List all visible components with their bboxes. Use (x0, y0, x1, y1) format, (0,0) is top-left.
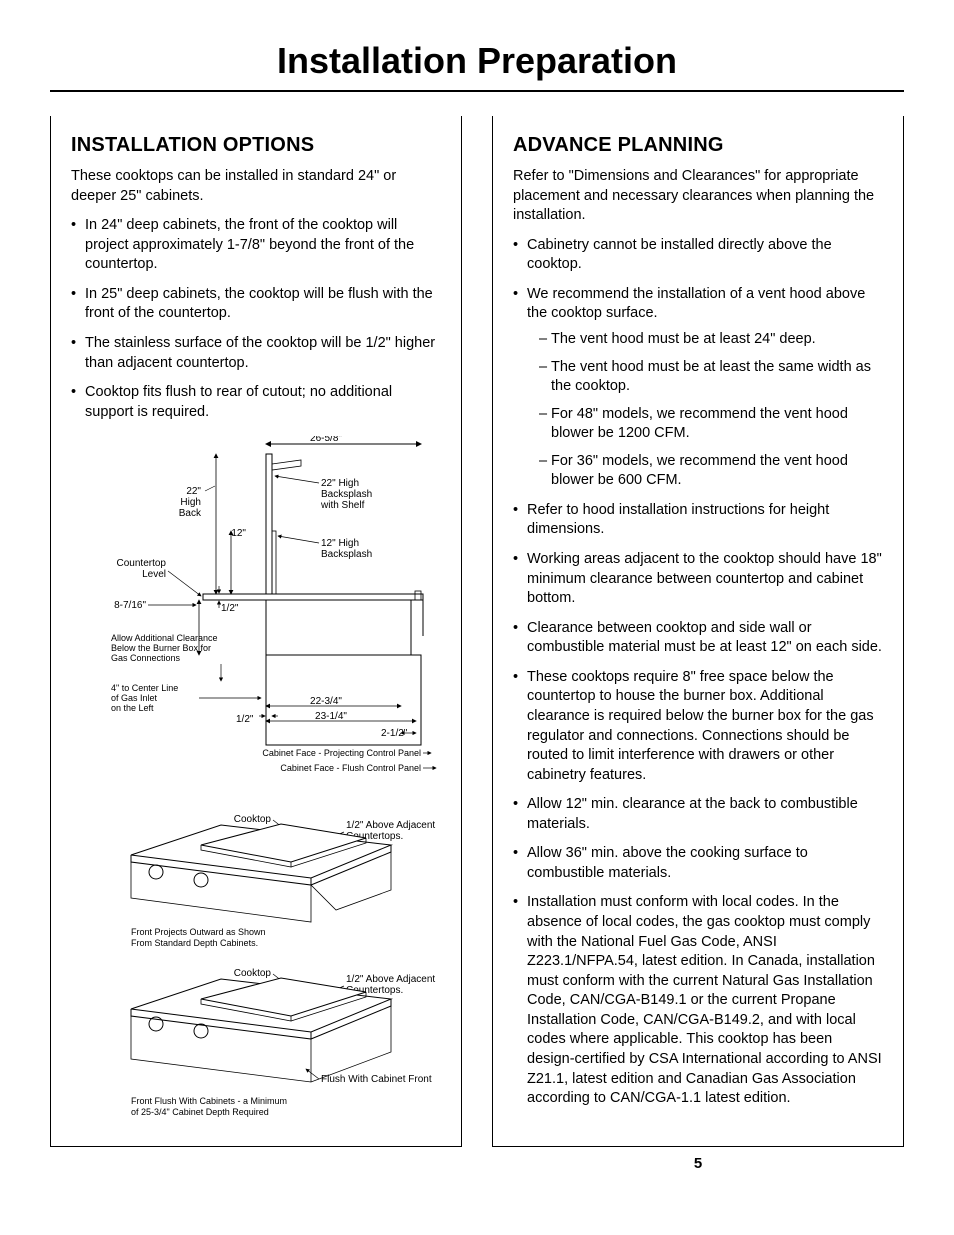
bullet-item: In 24" deep cabinets, the front of the c… (71, 216, 441, 275)
above-adj-3: 1/2" Above Adjacent (346, 974, 435, 985)
flush-caption-1: Front Flush With Cabinets - a Minimum (131, 1096, 287, 1106)
diagram-side-elevation: 26-5/8" 22" High Backsplash with Shelf 2… (71, 436, 441, 796)
svg-text:of 25-3/4" Cabinet Depth Requi: of 25-3/4" Cabinet Depth Required (131, 1107, 269, 1117)
sub-bullet-item: The vent hood must be at least the same … (539, 358, 883, 397)
bullet-item: Installation must conform with local cod… (513, 893, 883, 1108)
page-title: Installation Preparation (50, 40, 904, 82)
advance-planning-intro: Refer to "Dimensions and Clearances" for… (513, 167, 883, 226)
dim-2-12: 2-1/2" (381, 728, 408, 739)
svg-text:with Shelf: with Shelf (320, 500, 365, 511)
cooktop-label-2: Cooktop (234, 814, 272, 825)
bullet-item: These cooktops require 8" free space bel… (513, 668, 883, 785)
above-adj-2: 1/2" Above Adjacent (346, 820, 435, 831)
diagram-projecting-iso: Cooktop 1/2" Above Adjacent Countertops. (71, 810, 441, 950)
cooktop-label-3: Cooktop (234, 968, 272, 979)
front-projects-caption: Front Projects Outward as Shown (131, 927, 266, 937)
dim-23-14: 23-1/4" (315, 711, 347, 722)
bullet-item: Refer to hood installation instructions … (513, 501, 883, 540)
title-rule (50, 90, 904, 92)
gas-inlet-label: 4" to Center Line (111, 683, 178, 693)
bullet-item: In 25" deep cabinets, the cooktop will b… (71, 285, 441, 324)
cabinet-face-flush: Cabinet Face - Flush Control Panel (280, 763, 421, 773)
dim-22-34: 22-3/4" (310, 696, 342, 707)
sub-bullet-item: The vent hood must be at least 24" deep. (539, 330, 883, 350)
label-22-backsplash-shelf: 22" High (321, 478, 359, 489)
dim-half-bottom: 1/2" (236, 714, 254, 725)
sub-bullet-item: For 36" models, we recommend the vent ho… (539, 452, 883, 491)
countertop-level-label: Countertop (117, 558, 167, 569)
bullet-item: Allow 36" min. above the cooking surface… (513, 844, 883, 883)
bullet-item: The stainless surface of the cooktop wil… (71, 334, 441, 373)
cabinet-face-projecting: Cabinet Face - Projecting Control Panel (262, 748, 421, 758)
svg-text:Backsplash: Backsplash (321, 489, 372, 500)
sub-bullet-item: For 48" models, we recommend the vent ho… (539, 405, 883, 444)
svg-text:Backsplash: Backsplash (321, 549, 372, 560)
svg-text:Gas Connections: Gas Connections (111, 653, 181, 663)
dim-half-top: 1/2" (221, 603, 239, 614)
installation-options-heading: INSTALLATION OPTIONS (71, 134, 441, 157)
flush-front-label: Flush With Cabinet Front (321, 1074, 432, 1085)
bullet-item: Clearance between cooktop and side wall … (513, 619, 883, 658)
installation-options-bullets: In 24" deep cabinets, the front of the c… (71, 216, 441, 422)
columns-container: INSTALLATION OPTIONS These cooktops can … (50, 116, 904, 1147)
bullet-item: Allow 12" min. clearance at the back to … (513, 795, 883, 834)
svg-text:From Standard Depth Cabinets.: From Standard Depth Cabinets. (131, 938, 258, 948)
svg-text:Level: Level (142, 569, 166, 580)
bullet-item: Cabinetry cannot be installed directly a… (513, 236, 883, 275)
svg-text:on the Left: on the Left (111, 703, 154, 713)
sub-list: The vent hood must be at least 24" deep.… (527, 330, 883, 491)
diagram-flush-iso: Cooktop 1/2" Above Adjacent Countertops. (71, 964, 441, 1124)
clearance-note: Allow Additional Clearance (111, 633, 218, 643)
advance-planning-heading: ADVANCE PLANNING (513, 134, 883, 157)
bullet-item: We recommend the installation of a vent … (513, 285, 883, 491)
dim-12: 12" (231, 528, 246, 539)
label-12-backsplash: 12" High (321, 538, 359, 549)
advance-planning-bullets: Cabinetry cannot be installed directly a… (513, 236, 883, 1109)
svg-text:Below the Burner Box for: Below the Burner Box for (111, 643, 211, 653)
page-number: 5 (694, 1155, 702, 1172)
dim-8-716: 8-7/16" (114, 600, 146, 611)
svg-text:Back: Back (179, 508, 202, 519)
installation-options-intro: These cooktops can be installed in stand… (71, 167, 441, 206)
bullet-item: Cooktop fits flush to rear of cutout; no… (71, 383, 441, 422)
dim-26-58: 26-5/8" (310, 436, 342, 444)
svg-text:of Gas Inlet: of Gas Inlet (111, 693, 158, 703)
right-column: ADVANCE PLANNING Refer to "Dimensions an… (492, 116, 904, 1147)
left-column: INSTALLATION OPTIONS These cooktops can … (50, 116, 462, 1147)
svg-text:High: High (180, 497, 201, 508)
dim-22: 22" (186, 486, 201, 497)
bullet-item: Working areas adjacent to the cooktop sh… (513, 550, 883, 609)
